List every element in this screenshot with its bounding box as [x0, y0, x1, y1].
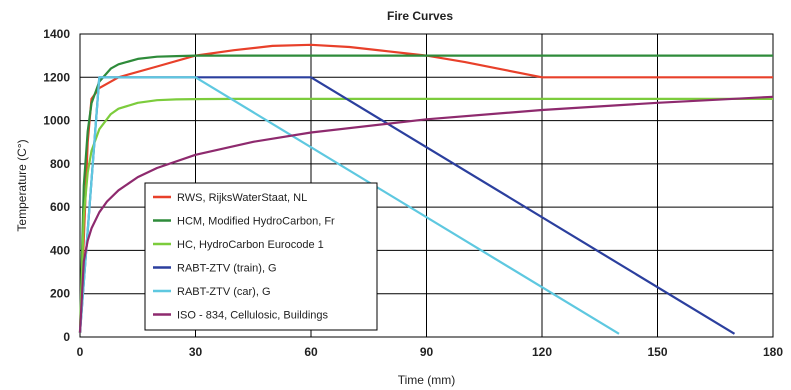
- x-tick-label: 90: [420, 345, 434, 359]
- legend-label: RABT-ZTV (train), G: [177, 263, 277, 275]
- x-tick-label: 60: [304, 345, 318, 359]
- x-tick-label: 30: [189, 345, 203, 359]
- y-tick-label: 600: [50, 200, 70, 214]
- legend-label: HC, HydroCarbon Eurocode 1: [177, 239, 324, 251]
- series-line-5: [78, 76, 620, 335]
- series-line-2: [78, 54, 773, 333]
- legend-box: [144, 182, 378, 331]
- legend-label: ISO - 834, Cellulosic, Buildings: [177, 310, 329, 322]
- y-tick-label: 1000: [43, 114, 70, 128]
- series-line-6: [78, 95, 774, 333]
- x-tick-label: 120: [532, 345, 552, 359]
- chart-title: Fire Curves: [387, 9, 453, 23]
- legend: RWS, RijksWaterStaat, NL HCM, Modified Hy…: [144, 182, 378, 331]
- x-tick-label: 150: [647, 345, 667, 359]
- legend-label: RWS, RijksWaterStaat, NL: [177, 192, 307, 204]
- series-lines: [78, 43, 774, 335]
- x-tick-label: 0: [77, 345, 84, 359]
- x-axis-label: Time (mm): [398, 373, 456, 387]
- y-tick-label: 1200: [43, 70, 70, 84]
- plot-area-frame: [79, 33, 774, 338]
- x-tick-label: 180: [763, 345, 783, 359]
- legend-label: HCM, Modified HydroCarbon, Fr: [177, 216, 335, 228]
- y-tick-label: 400: [50, 243, 70, 257]
- series-line-3: [78, 97, 773, 333]
- y-tick-label: 1400: [43, 27, 70, 41]
- y-axis-ticks: 0 200 400 600 800 1000 1200 1400: [43, 27, 70, 344]
- y-tick-label: 200: [50, 287, 70, 301]
- y-axis-label: Temperature (C°): [15, 139, 29, 231]
- legend-label: RABT-ZTV (car), G: [177, 286, 271, 298]
- y-tick-label: 0: [63, 330, 70, 344]
- y-tick-label: 800: [50, 157, 70, 171]
- x-axis-ticks: 0 30 60 90 120 150 180: [77, 345, 784, 359]
